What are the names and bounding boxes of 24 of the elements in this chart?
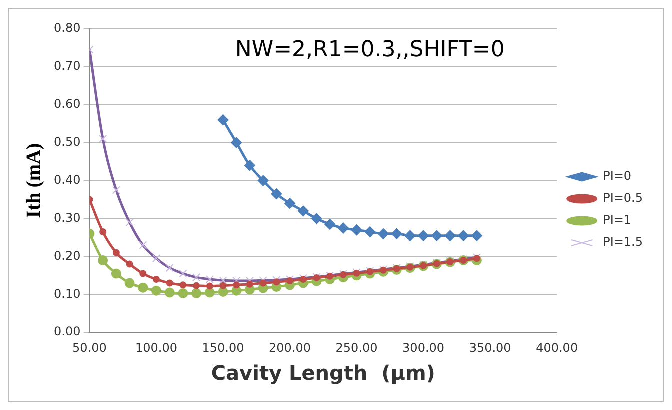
y-tick-label: 0.20 bbox=[54, 248, 81, 263]
y-tick-label: 0.50 bbox=[54, 134, 81, 149]
y-tick-label: 0.00 bbox=[54, 324, 81, 339]
y-axis-title: Ith (mA) bbox=[23, 143, 46, 218]
x-tick-label: 400.00 bbox=[536, 340, 578, 355]
x-tick-label: 300.00 bbox=[402, 340, 445, 355]
y-tick-label: 0.40 bbox=[54, 172, 81, 187]
x-tick-label: 100.00 bbox=[135, 340, 178, 355]
x-tick-label: 350.00 bbox=[469, 340, 512, 355]
y-tick-label: 0.10 bbox=[54, 286, 81, 301]
y-tick-label: 0.30 bbox=[54, 210, 81, 225]
x-tick-label: 250.00 bbox=[336, 340, 378, 355]
x-tick-label: 200.00 bbox=[269, 340, 312, 355]
x-tick-label: 50.00 bbox=[72, 340, 107, 355]
y-tick-label: 0.60 bbox=[54, 97, 81, 112]
x-axis-title: Cavity Length (µm) bbox=[211, 361, 436, 386]
legend-label: PI=1 bbox=[603, 213, 632, 228]
y-tick-label: 0.70 bbox=[54, 59, 81, 74]
legend-label: PI=1.5 bbox=[603, 235, 644, 250]
legend-label: PI=0.5 bbox=[603, 191, 644, 206]
x-tick-label: 150.00 bbox=[202, 340, 244, 355]
y-tick-label: 0.80 bbox=[54, 21, 81, 36]
chart-title: NW=2,R1=0.3,,SHIFT=0 bbox=[235, 38, 505, 63]
legend-label: PI=0 bbox=[603, 169, 632, 184]
